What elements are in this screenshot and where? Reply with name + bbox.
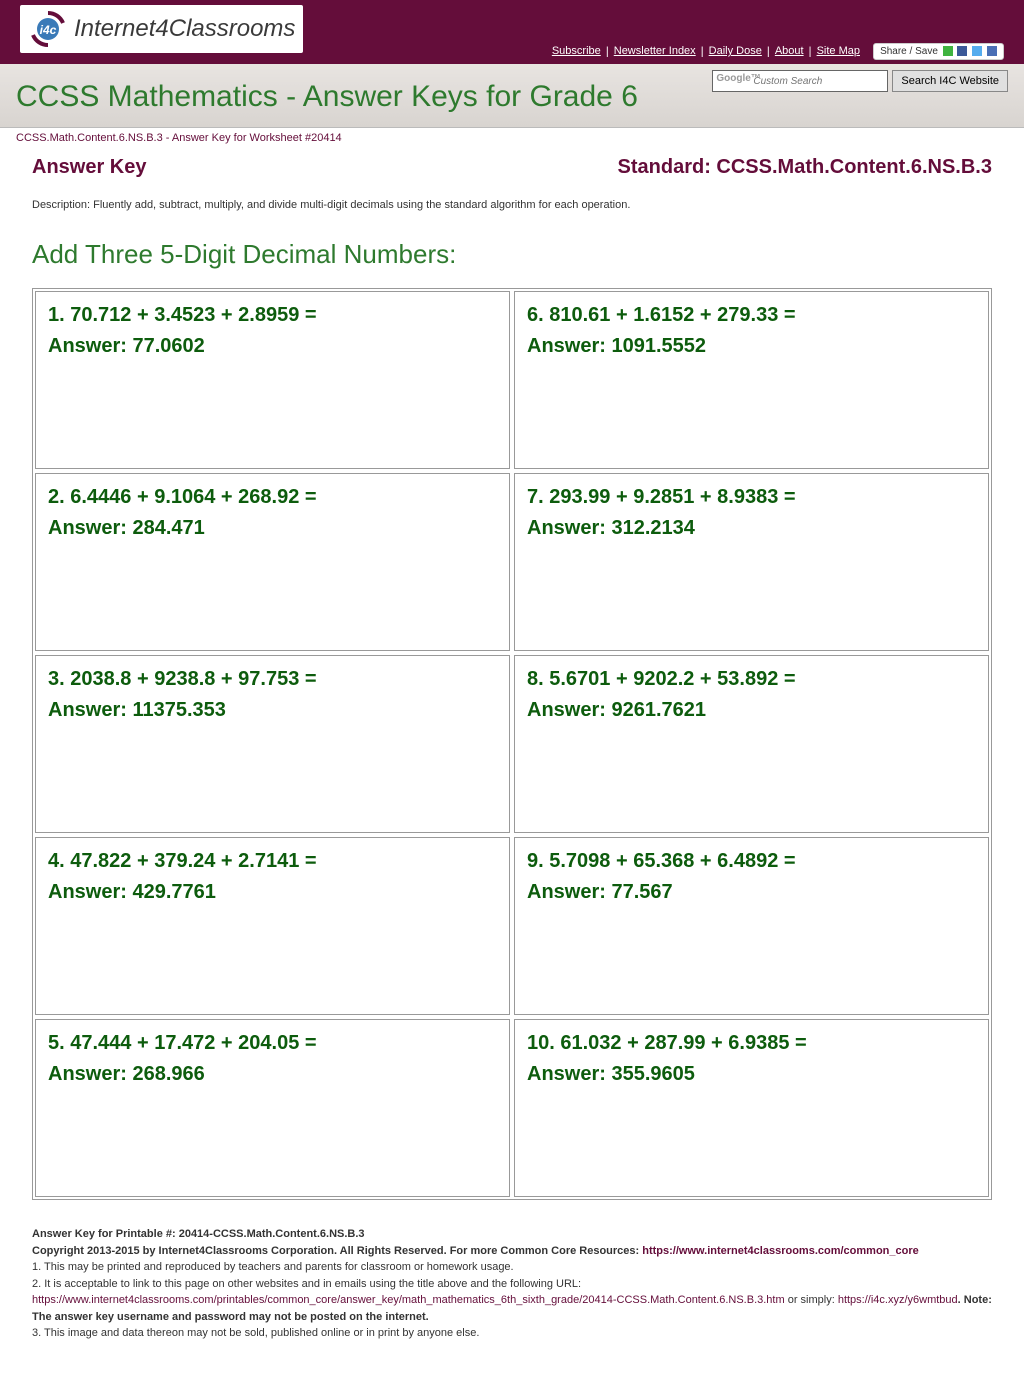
answer-text: Answer: 429.7761 [48, 881, 497, 904]
footer: Answer Key for Printable #: 20414-CCSS.M… [0, 1216, 1024, 1362]
share-icon-3 [972, 46, 982, 56]
problem-text: 4. 47.822 + 379.24 + 2.7141 = [48, 850, 497, 873]
footer-note3: 3. This image and data thereon may not b… [32, 1325, 992, 1342]
answer-key-label: Answer Key [32, 156, 147, 179]
answer-text: Answer: 268.966 [48, 1063, 497, 1086]
site-header: i4c Internet4Classrooms Subscribe | News… [0, 0, 1024, 64]
answer-text: Answer: 11375.353 [48, 699, 497, 722]
problem-text: 1. 70.712 + 3.4523 + 2.8959 = [48, 304, 497, 327]
logo[interactable]: i4c Internet4Classrooms [20, 5, 303, 53]
footer-url1[interactable]: https://www.internet4classrooms.com/prin… [32, 1294, 785, 1306]
answer-text: Answer: 9261.7621 [527, 699, 976, 722]
problem-text: 3. 2038.8 + 9238.8 + 97.753 = [48, 668, 497, 691]
problem-cell: 6. 810.61 + 1.6152 + 279.33 = Answer: 10… [514, 291, 989, 469]
answer-text: Answer: 1091.5552 [527, 335, 976, 358]
nav-sitemap[interactable]: Site Map [817, 45, 860, 57]
problem-cell: 2. 6.4446 + 9.1064 + 268.92 = Answer: 28… [35, 473, 510, 651]
problem-text: 10. 61.032 + 287.99 + 6.9385 = [527, 1032, 976, 1055]
problem-text: 5. 47.444 + 17.472 + 204.05 = [48, 1032, 497, 1055]
description: Description: Fluently add, subtract, mul… [32, 199, 992, 211]
banner: Google™ Search I4C Website CCSS Mathemat… [0, 64, 1024, 128]
problem-cell: 5. 47.444 + 17.472 + 204.05 = Answer: 26… [35, 1019, 510, 1197]
search-area: Google™ Search I4C Website [712, 70, 1008, 92]
problem-cell: 10. 61.032 + 287.99 + 6.9385 = Answer: 3… [514, 1019, 989, 1197]
logo-icon: i4c [28, 9, 68, 49]
footer-line1: Answer Key for Printable #: 20414-CCSS.M… [32, 1226, 992, 1243]
problem-cell: 9. 5.7098 + 65.368 + 6.4892 = Answer: 77… [514, 837, 989, 1015]
answer-text: Answer: 77.0602 [48, 335, 497, 358]
problems-grid: 1. 70.712 + 3.4523 + 2.8959 = Answer: 77… [32, 288, 992, 1200]
answer-text: Answer: 77.567 [527, 881, 976, 904]
nav-subscribe[interactable]: Subscribe [552, 45, 601, 57]
problem-text: 9. 5.7098 + 65.368 + 6.4892 = [527, 850, 976, 873]
share-icon-2 [957, 46, 967, 56]
breadcrumb: CCSS.Math.Content.6.NS.B.3 - Answer Key … [0, 128, 1024, 148]
svg-text:i4c: i4c [40, 23, 57, 37]
nav-newsletter[interactable]: Newsletter Index [614, 45, 696, 57]
footer-url2[interactable]: https://i4c.xyz/y6wmtbud [838, 1294, 958, 1306]
problem-cell: 1. 70.712 + 3.4523 + 2.8959 = Answer: 77… [35, 291, 510, 469]
footer-link-cc[interactable]: https://www.internet4classrooms.com/comm… [642, 1245, 919, 1257]
task-title: Add Three 5-Digit Decimal Numbers: [32, 239, 992, 270]
problem-cell: 8. 5.6701 + 9202.2 + 53.892 = Answer: 92… [514, 655, 989, 833]
key-header: Answer Key Standard: CCSS.Math.Content.6… [32, 156, 992, 179]
problem-text: 8. 5.6701 + 9202.2 + 53.892 = [527, 668, 976, 691]
problem-text: 6. 810.61 + 1.6152 + 279.33 = [527, 304, 976, 327]
footer-copyright: Copyright 2013-2015 by Internet4Classroo… [32, 1243, 992, 1260]
answer-text: Answer: 284.471 [48, 517, 497, 540]
problem-cell: 4. 47.822 + 379.24 + 2.7141 = Answer: 42… [35, 837, 510, 1015]
share-icon-1 [943, 46, 953, 56]
problem-text: 2. 6.4446 + 9.1064 + 268.92 = [48, 486, 497, 509]
nav-daily[interactable]: Daily Dose [709, 45, 762, 57]
footer-note2: 2. It is acceptable to link to this page… [32, 1276, 992, 1293]
google-label: Google™ [716, 73, 760, 84]
share-label: Share / Save [880, 46, 938, 57]
problem-text: 7. 293.99 + 9.2851 + 8.9383 = [527, 486, 976, 509]
content: Answer Key Standard: CCSS.Math.Content.6… [0, 148, 1024, 1216]
footer-note1: 1. This may be printed and reproduced by… [32, 1259, 992, 1276]
footer-urls: https://www.internet4classrooms.com/prin… [32, 1292, 992, 1325]
answer-text: Answer: 355.9605 [527, 1063, 976, 1086]
share-icon-4 [987, 46, 997, 56]
problem-cell: 3. 2038.8 + 9238.8 + 97.753 = Answer: 11… [35, 655, 510, 833]
share-button[interactable]: Share / Save [873, 43, 1004, 60]
top-nav: Subscribe | Newsletter Index | Daily Dos… [550, 43, 1004, 60]
answer-text: Answer: 312.2134 [527, 517, 976, 540]
nav-about[interactable]: About [775, 45, 804, 57]
standard-label: Standard: CCSS.Math.Content.6.NS.B.3 [618, 156, 992, 179]
problem-cell: 7. 293.99 + 9.2851 + 8.9383 = Answer: 31… [514, 473, 989, 651]
logo-text: Internet4Classrooms [74, 15, 295, 43]
search-button[interactable]: Search I4C Website [892, 70, 1008, 92]
